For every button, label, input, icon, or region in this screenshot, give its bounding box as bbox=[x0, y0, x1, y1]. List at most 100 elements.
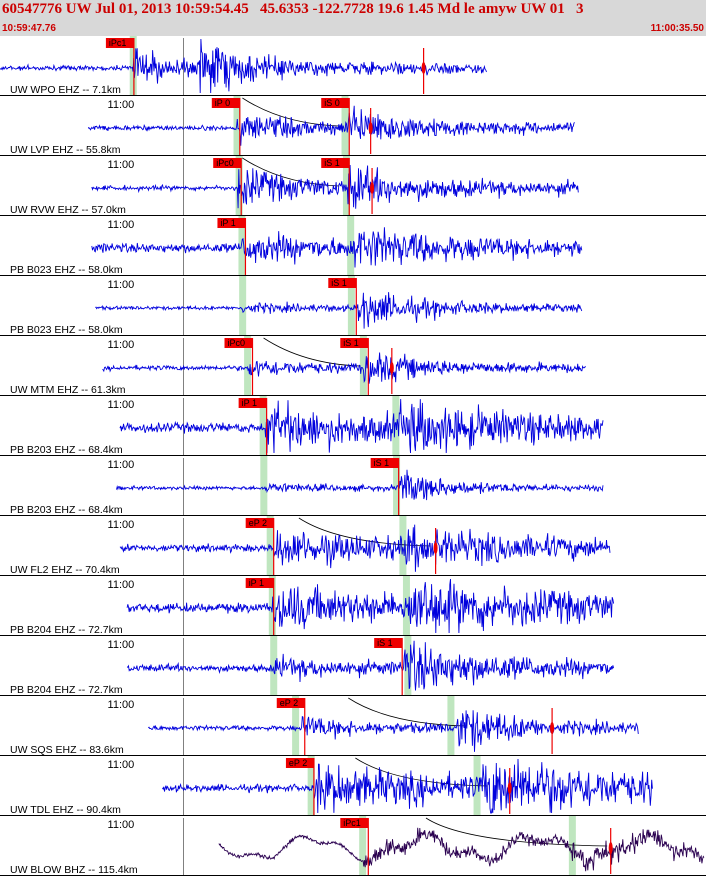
minute-label: 11:00 bbox=[108, 219, 135, 231]
theory-arrival-band bbox=[239, 276, 247, 336]
trace-row: 11:00 iS 1 PB B203 EHZ -- 68.4km bbox=[0, 456, 706, 516]
theory-arrival-band bbox=[307, 756, 315, 816]
minute-label: 11:00 bbox=[108, 399, 135, 411]
theory-arrival-band bbox=[359, 336, 367, 396]
pick-label-bg bbox=[245, 518, 274, 528]
minute-label: 11:00 bbox=[108, 819, 135, 831]
pick-label-bg bbox=[238, 398, 267, 408]
minute-label: 11:00 bbox=[108, 639, 135, 651]
waveform bbox=[87, 105, 575, 146]
pick-label-bg bbox=[105, 38, 134, 48]
phase-pick[interactable]: iP 1 bbox=[217, 218, 247, 276]
phase-pick[interactable]: iS 1 bbox=[340, 338, 369, 396]
waveform bbox=[102, 352, 586, 384]
amplitude-blob bbox=[389, 362, 394, 374]
trace-row: 11:00 iPc1 UW BLOW BHZ -- 115.4km bbox=[0, 816, 706, 876]
phase-pick[interactable]: iPc1 bbox=[340, 818, 369, 876]
event-header: 60547776 UW Jul 01, 2013 10:59:54.45 45.… bbox=[0, 0, 706, 36]
pick-label-bg bbox=[217, 218, 246, 228]
station-label: UW LVP EHZ -- 55.8km bbox=[10, 144, 121, 156]
event-title: 60547776 UW Jul 01, 2013 10:59:54.45 45.… bbox=[2, 1, 584, 17]
waveform bbox=[91, 164, 579, 209]
pick-label-bg bbox=[321, 98, 350, 108]
amplitude-blob bbox=[421, 62, 426, 74]
trace-row: 11:00 iPc0 iS 1 UW MTM EHZ -- 61.3km bbox=[0, 336, 706, 396]
pick-label: iPc1 bbox=[343, 818, 361, 828]
station-label: UW SQS EHZ -- 83.6km bbox=[10, 744, 124, 756]
trace-row: 11:00 iP 1 PB B203 EHZ -- 68.4km bbox=[0, 396, 706, 456]
pick-label-bg bbox=[211, 98, 240, 108]
waveform bbox=[116, 469, 604, 501]
pick-label: eP 2 bbox=[280, 698, 298, 708]
phase-pick[interactable]: iS 1 bbox=[321, 158, 350, 216]
phase-pick[interactable]: iS 1 bbox=[328, 278, 357, 336]
theory-arrival-band bbox=[260, 456, 268, 516]
minute-label: 11:00 bbox=[108, 99, 135, 111]
pick-label-bg bbox=[224, 338, 253, 348]
theory-arrival-band bbox=[244, 336, 252, 396]
station-label: UW WPO EHZ -- 7.1km bbox=[10, 84, 121, 96]
pick-label-bg bbox=[321, 158, 350, 168]
phase-pick[interactable]: iP 1 bbox=[238, 398, 268, 456]
phase-pick[interactable]: iPc0 bbox=[213, 158, 242, 216]
station-label: PB B204 EHZ -- 72.7km bbox=[10, 684, 123, 696]
waveform bbox=[218, 827, 705, 872]
station-label: PB B203 EHZ -- 68.4km bbox=[10, 444, 123, 456]
phase-pick[interactable]: iS 0 bbox=[321, 98, 350, 156]
station-label: PB B204 EHZ -- 72.7km bbox=[10, 624, 123, 636]
waveform bbox=[119, 398, 604, 454]
pick-label: eP 2 bbox=[289, 758, 307, 768]
phase-pick[interactable]: iPc1 bbox=[105, 38, 135, 96]
theory-arrival-band bbox=[568, 816, 576, 876]
trace-row: 11:00 iP 1 PB B204 EHZ -- 72.7km bbox=[0, 576, 706, 636]
station-label: UW MTM EHZ -- 61.3km bbox=[10, 384, 126, 396]
pick-label: iS 1 bbox=[343, 338, 359, 348]
waveform bbox=[91, 227, 583, 268]
theory-arrival-band bbox=[347, 276, 355, 336]
pick-label-bg bbox=[328, 278, 357, 288]
station-label: UW BLOW BHZ -- 115.4km bbox=[10, 864, 138, 876]
waveform bbox=[147, 710, 639, 752]
waveform bbox=[0, 38, 487, 94]
theory-arrival-band bbox=[359, 816, 367, 876]
phase-pick[interactable]: eP 2 bbox=[245, 518, 275, 576]
travel-time-curve bbox=[355, 757, 488, 787]
pick-label-bg bbox=[245, 578, 274, 588]
theory-arrival-band bbox=[259, 396, 267, 456]
trace-row: 11:00 iP 1 PB B023 EHZ -- 58.0km bbox=[0, 216, 706, 276]
phase-pick[interactable]: iS 1 bbox=[370, 458, 400, 516]
pick-label: eP 2 bbox=[249, 518, 267, 528]
waveform bbox=[126, 578, 615, 634]
travel-time-curve bbox=[425, 817, 608, 847]
phase-pick[interactable]: iP 1 bbox=[245, 578, 275, 636]
end-time: 11:00:35.50 bbox=[650, 23, 704, 34]
pick-label-bg bbox=[276, 698, 305, 708]
waveform bbox=[119, 524, 611, 572]
station-label: UW FL2 EHZ -- 70.4km bbox=[10, 564, 120, 576]
pick-label-bg bbox=[213, 158, 242, 168]
phase-pick[interactable]: iS 1 bbox=[374, 638, 403, 696]
amplitude-blob bbox=[370, 182, 375, 194]
theory-arrival-band bbox=[447, 696, 455, 756]
trace-row: 11:00 eP 2 UW FL2 EHZ -- 70.4km bbox=[0, 516, 706, 576]
pick-label: iP 0 bbox=[215, 98, 230, 108]
travel-time-curve bbox=[348, 697, 466, 727]
phase-pick[interactable]: eP 2 bbox=[285, 758, 315, 816]
phase-pick[interactable]: eP 2 bbox=[276, 698, 306, 756]
theory-arrival-band bbox=[270, 636, 278, 696]
station-label: PB B023 EHZ -- 58.0km bbox=[10, 324, 123, 336]
waveform bbox=[126, 640, 615, 691]
pick-label: iS 0 bbox=[324, 98, 340, 108]
pick-label: iP 1 bbox=[249, 578, 264, 588]
phase-pick[interactable]: iP 0 bbox=[211, 98, 241, 156]
theory-arrival-band bbox=[399, 516, 407, 576]
pick-label: iS 1 bbox=[374, 458, 390, 468]
phase-pick[interactable]: iPc0 bbox=[224, 338, 254, 396]
pick-label: iP 1 bbox=[242, 398, 257, 408]
trace-row: 11:00 iS 1 PB B204 EHZ -- 72.7km bbox=[0, 636, 706, 696]
minute-label: 11:00 bbox=[108, 579, 135, 591]
trace-row: 11:00 iP 0 iS 0 UW LVP EHZ -- 55.8km bbox=[0, 96, 706, 156]
pick-label: iPc1 bbox=[109, 38, 127, 48]
seismogram-panel[interactable]: 11:00 iPc1 UW WPO EHZ -- 7.1km 11:00 iP 0 iS … bbox=[0, 36, 706, 878]
station-label: PB B023 EHZ -- 58.0km bbox=[10, 264, 123, 276]
